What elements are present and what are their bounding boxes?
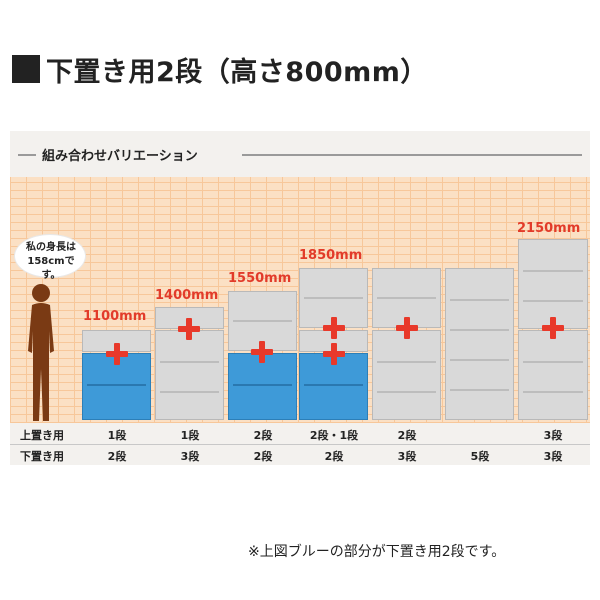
table-cell: 5段 [470, 450, 490, 463]
table-cell: 3段 [397, 450, 417, 463]
unit [228, 291, 297, 351]
variation-panel: 組み合わせバリエーション 1100mm 1400mm 1550mm 1850mm… [10, 131, 590, 465]
plus-icon [542, 317, 564, 339]
table-row: 上置き用 1段 1段 2段 2段・1段 2段 3段 [10, 424, 590, 445]
unit [518, 239, 588, 329]
plus-icon [178, 318, 200, 340]
plus-icon [323, 317, 345, 339]
plus-icon [251, 341, 273, 363]
unit [518, 330, 588, 420]
unit [372, 330, 441, 420]
panel-header: 組み合わせバリエーション [10, 131, 590, 177]
table-cell: 2段 [253, 429, 273, 442]
height-label-1850: 1850mm [299, 248, 363, 263]
row-label-bottom: 下置き用 [20, 450, 64, 463]
configuration-table: 上置き用 1段 1段 2段 2段・1段 2段 3段 下置き用 2段 3段 2段 … [10, 423, 590, 465]
height-label-1100: 1100mm [83, 309, 147, 324]
unit [155, 330, 224, 420]
table-cell: 2段 [397, 429, 417, 442]
plus-icon [396, 317, 418, 339]
speech-bubble-text: 私の身長は 158cmです。 [20, 241, 82, 283]
plus-icon [323, 343, 345, 365]
header-rule-left [18, 154, 36, 156]
bubble-line-1: 私の身長は [26, 242, 76, 253]
height-label-1550: 1550mm [228, 271, 292, 286]
title-marker [12, 55, 40, 83]
height-label-2150: 2150mm [517, 221, 581, 236]
table-row: 下置き用 2段 3段 2段 2段 3段 5段 3段 [10, 445, 590, 465]
table-cell: 2段 [107, 450, 127, 463]
panel-caption: 組み合わせバリエーション [42, 149, 198, 164]
person-silhouette-icon [28, 284, 54, 421]
header-rule-right [242, 154, 582, 156]
bubble-line-2: 158cmです。 [27, 256, 75, 281]
height-label-1400: 1400mm [155, 288, 219, 303]
table-cell: 1段 [107, 429, 127, 442]
table-cell: 1段 [180, 429, 200, 442]
unit-highlight [228, 353, 297, 420]
table-cell: 3段 [543, 450, 563, 463]
plus-icon [106, 343, 128, 365]
speech-bubble [15, 235, 85, 277]
table-cell: 2段 [253, 450, 273, 463]
table-cell: 3段 [543, 429, 563, 442]
table-cell: 2段・1段 [309, 429, 359, 442]
unit [445, 268, 514, 420]
row-label-top: 上置き用 [20, 429, 64, 442]
table-cell: 2段 [324, 450, 344, 463]
page-title: 下置き用2段（高さ800mm） [46, 57, 428, 88]
table-cell: 3段 [180, 450, 200, 463]
footnote: ※上図ブルーの部分が下置き用2段です。 [248, 544, 506, 560]
